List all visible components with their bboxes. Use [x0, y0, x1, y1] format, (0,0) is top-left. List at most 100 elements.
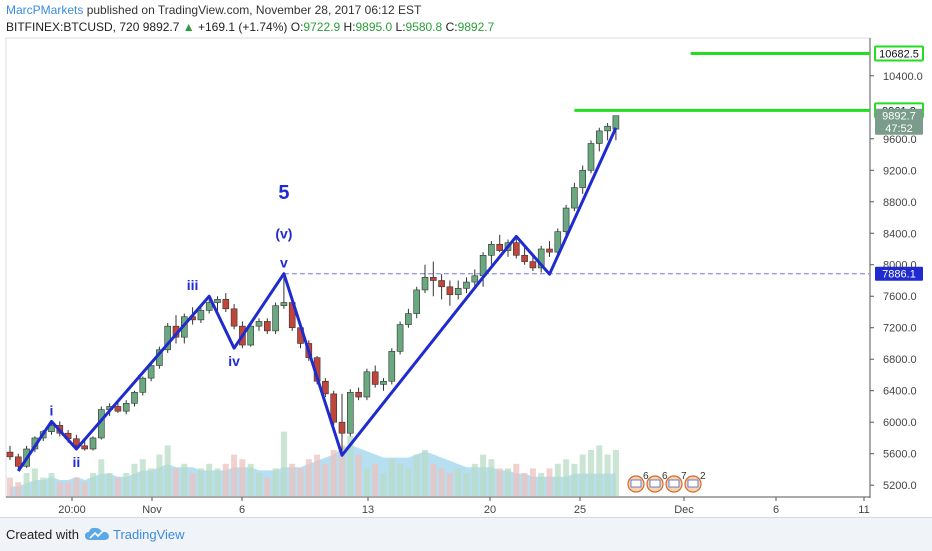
volume-bar: [106, 473, 113, 496]
x-tick-label: 13: [362, 504, 374, 516]
candle: [429, 277, 437, 281]
volume-bar: [98, 459, 105, 496]
volume-bar: [554, 463, 561, 496]
wave-label: iii: [187, 277, 199, 293]
footer-bar: Created with TradingView: [0, 517, 932, 551]
volume-bar: [7, 477, 13, 496]
elliott-wave-line: [17, 127, 618, 472]
price-label: 10682.5: [879, 49, 919, 61]
price-label-box: [875, 120, 923, 135]
event-badge: 7: [665, 471, 687, 493]
candle: [371, 371, 379, 385]
volume-bar: [214, 468, 221, 496]
candle: [247, 325, 254, 346]
last-price: 9892.7: [142, 20, 180, 34]
triangle-up-icon: ▲: [182, 20, 195, 34]
candle: [280, 302, 288, 306]
flag-stripes: [630, 479, 642, 488]
candle: [81, 445, 88, 450]
volume-bar: [206, 463, 213, 496]
y-tick-label: 6000.0: [883, 417, 917, 429]
volume-bar: [73, 477, 80, 496]
candle: [488, 243, 495, 256]
volume-bar: [189, 473, 196, 496]
y-tick-label: 8400.0: [883, 228, 917, 240]
candle: [546, 248, 553, 253]
volume-bar: [513, 463, 520, 496]
volume-bar: [521, 473, 528, 496]
volume-bar: [405, 468, 412, 496]
volume-bar: [604, 454, 611, 496]
volume-bar: [529, 468, 536, 496]
plot-frame: [5, 37, 871, 498]
candle: [272, 305, 279, 332]
candle: [346, 391, 354, 434]
volume-bar: [455, 468, 462, 496]
volume-bar: [56, 482, 63, 496]
x-tick-label: 20: [484, 504, 496, 516]
x-tick-label: 6: [239, 504, 245, 516]
candle: [463, 281, 470, 289]
price-label-box: [874, 45, 924, 62]
close-value: 9892.7: [457, 20, 495, 34]
low-label: L:: [395, 20, 406, 34]
volume-bar: [90, 473, 96, 496]
event-badge: 6: [646, 471, 668, 493]
tradingview-cloud-icon[interactable]: [84, 526, 110, 542]
tradingview-brand[interactable]: TradingView: [113, 527, 185, 542]
volume-bar: [239, 459, 246, 496]
candle: [338, 421, 346, 434]
candle: [205, 302, 213, 311]
volume-bar: [15, 482, 22, 496]
volume-bar: [322, 463, 329, 496]
event-count: 6: [643, 471, 649, 482]
volume-bar: [355, 454, 362, 496]
candle: [147, 365, 155, 379]
open-value: 9722.9: [303, 20, 341, 34]
volume-bar: [505, 468, 511, 496]
candle: [579, 169, 587, 188]
volume-bar: [538, 473, 545, 496]
candle: [380, 380, 387, 385]
wave-label: ii: [73, 454, 81, 470]
price-chart[interactable]: iiiiiiivv(v)55200.05600.06000.06400.0680…: [0, 0, 932, 517]
candle: [454, 288, 462, 295]
candle: [587, 143, 595, 171]
wave-label: iv: [228, 353, 240, 369]
volume-bar: [579, 454, 586, 496]
price-label: 47:52: [885, 123, 913, 135]
candle: [413, 289, 421, 314]
y-tick-label: 7600.0: [883, 291, 917, 303]
candle: [15, 456, 22, 467]
volume-bar: [272, 468, 279, 496]
volume-bar: [156, 454, 163, 496]
candle: [322, 380, 329, 395]
volume-bar: [148, 468, 155, 496]
candle: [255, 321, 263, 327]
volume-bar: [231, 454, 238, 496]
candle: [571, 187, 578, 209]
volume-bar: [65, 482, 72, 496]
volume-bar: [347, 436, 354, 496]
candle: [139, 377, 147, 393]
price-label: 7886.1: [882, 269, 916, 281]
volume-bar: [446, 473, 453, 496]
candle: [230, 308, 238, 327]
volume-bar: [430, 463, 437, 496]
volume-bar: [372, 463, 379, 496]
volume-bar: [23, 473, 30, 496]
y-tick-label: 10400.0: [883, 71, 923, 83]
volume-bar: [546, 468, 553, 496]
price-change: +169.1 (+1.74%): [198, 20, 288, 34]
candle: [562, 207, 570, 232]
candle: [512, 242, 520, 256]
volume-bar: [48, 473, 55, 496]
candle: [496, 243, 504, 251]
author-link[interactable]: MarcPMarkets: [6, 3, 84, 17]
volume-bar: [330, 450, 337, 496]
flag-stripes: [649, 479, 661, 488]
volume-bar: [463, 473, 470, 496]
volume-bar: [397, 463, 404, 496]
volume-bar: [571, 463, 578, 496]
candle: [405, 313, 412, 325]
